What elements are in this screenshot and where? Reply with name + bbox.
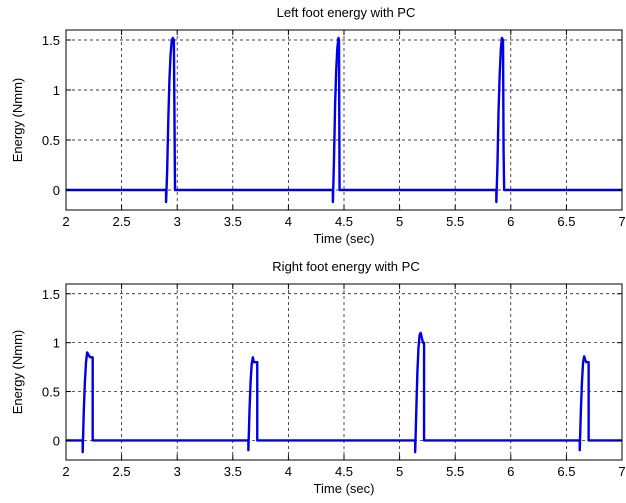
x-tick-label: 2: [62, 214, 69, 229]
y-tick-label: 1: [53, 336, 60, 351]
ticks: 2 2.5 3 3.5 4 4.5 5 5.5 6 6.5 7 0 0.5 1 1.5: [42, 30, 626, 229]
grid: [66, 284, 622, 460]
x-tick-label: 2.5: [113, 214, 131, 229]
y-axis-label: Energy (Nmm): [10, 330, 25, 415]
x-tick-label: 4: [285, 214, 292, 229]
chart-title: Right foot energy with PC: [272, 259, 419, 274]
x-tick-label: 2.5: [113, 464, 131, 479]
plot-left-foot: Left foot energy with PC 2 2.5 3 3.5 4 4.5 5 5.…: [10, 5, 626, 246]
y-tick-label: 1.5: [42, 33, 60, 48]
y-tick-label: 0.5: [42, 385, 60, 400]
series-line: [66, 36, 622, 204]
y-tick-label: 1.5: [42, 287, 60, 302]
x-tick-label: 6.5: [557, 464, 575, 479]
series-line: [66, 331, 622, 454]
x-tick-label: 3: [174, 214, 181, 229]
x-tick-label: 3.5: [224, 464, 242, 479]
ticks: 2 2.5 3 3.5 4 4.5 5 5.5 6 6.5 7 0 0.5 1 1.5: [42, 284, 626, 479]
x-tick-label: 5.5: [446, 464, 464, 479]
x-tick-label: 3: [174, 464, 181, 479]
x-tick-label: 5.5: [446, 214, 464, 229]
x-tick-label: 4: [285, 464, 292, 479]
x-tick-label: 4.5: [335, 464, 353, 479]
x-tick-label: 2: [62, 464, 69, 479]
x-tick-label: 7: [618, 214, 625, 229]
y-tick-label: 0.5: [42, 133, 60, 148]
y-axis-label: Energy (Nmm): [10, 78, 25, 163]
grid: [66, 30, 622, 210]
x-axis-label: Time (sec): [314, 481, 375, 496]
y-tick-label: 0: [53, 433, 60, 448]
plot-right-foot: Right foot energy with PC 2 2.5 3 3.5 4 4.5 5 5…: [10, 259, 626, 496]
x-tick-label: 5: [396, 214, 403, 229]
x-tick-label: 6: [507, 214, 514, 229]
x-tick-label: 7: [618, 464, 625, 479]
y-tick-label: 0: [53, 183, 60, 198]
x-axis-label: Time (sec): [314, 231, 375, 246]
x-tick-label: 6.5: [557, 214, 575, 229]
x-tick-label: 3.5: [224, 214, 242, 229]
x-tick-label: 4.5: [335, 214, 353, 229]
x-tick-label: 6: [507, 464, 514, 479]
x-tick-label: 5: [396, 464, 403, 479]
y-tick-label: 1: [53, 83, 60, 98]
chart-title: Left foot energy with PC: [277, 5, 416, 20]
